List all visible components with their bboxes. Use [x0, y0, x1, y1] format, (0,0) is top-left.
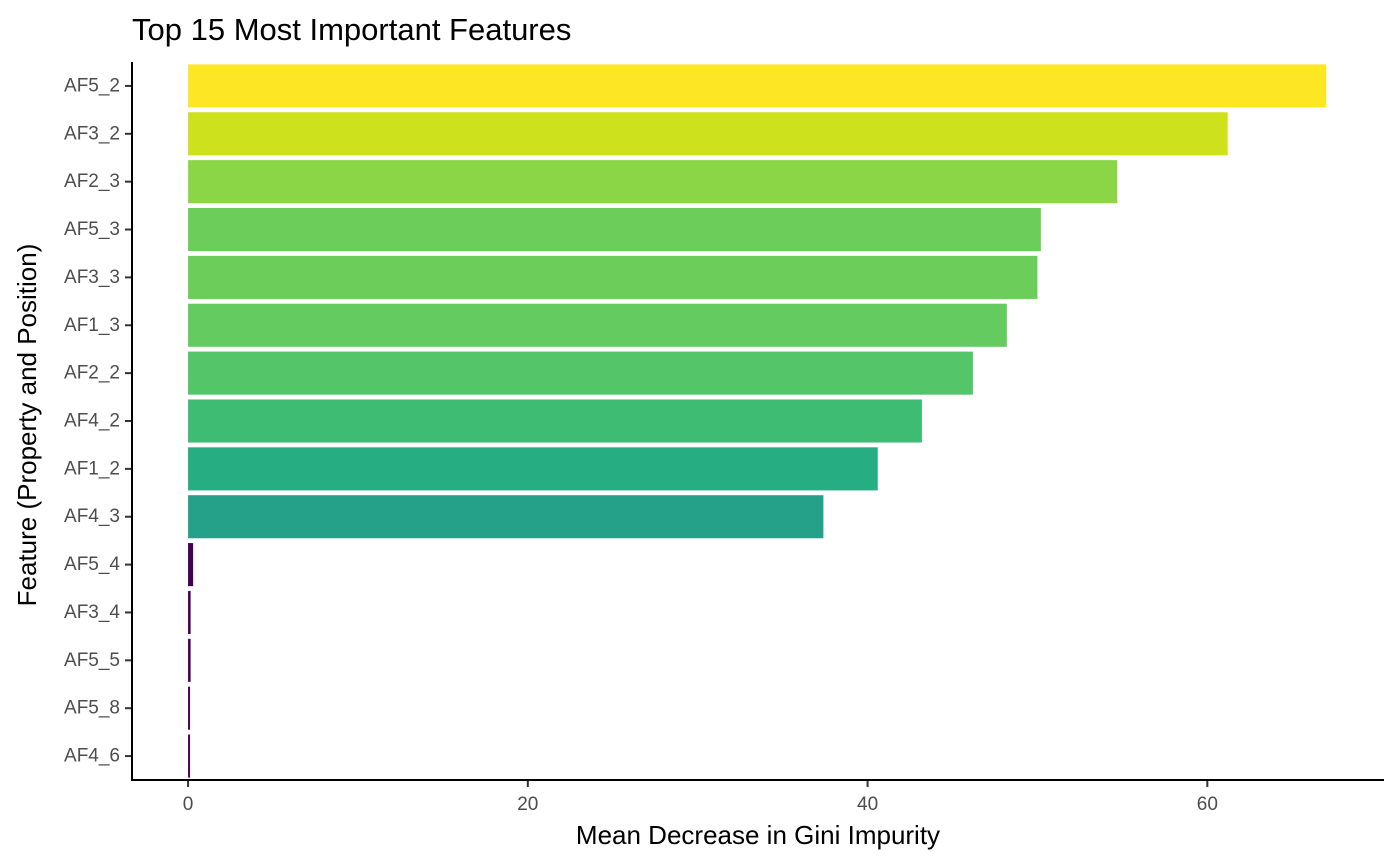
bar-af3-3: [188, 255, 1038, 299]
y-tick-label: AF3_4: [64, 602, 120, 623]
bar-af2-3: [188, 160, 1118, 204]
bar-af5-4: [188, 543, 194, 587]
bar-af1-2: [188, 447, 878, 491]
x-axis-title: Mean Decrease in Gini Impurity: [576, 820, 940, 850]
bar-af4-2: [188, 399, 922, 443]
bar-af4-3: [188, 495, 824, 539]
x-tick-label: 0: [183, 794, 194, 815]
y-axis-title: Feature (Property and Position): [12, 244, 42, 607]
y-tick-label: AF5_4: [64, 554, 120, 575]
bar-af5-5: [188, 638, 191, 682]
bar-af3-2: [188, 112, 1228, 156]
y-tick-label: AF2_3: [64, 171, 120, 192]
y-tick-label: AF5_8: [64, 698, 120, 719]
y-tick-label: AF4_3: [64, 506, 120, 527]
y-tick-label: AF5_3: [64, 219, 120, 240]
y-tick-label: AF4_2: [64, 411, 120, 432]
chart-title: Top 15 Most Important Features: [132, 12, 571, 47]
bar-af5-3: [188, 207, 1041, 252]
y-tick-label: AF4_6: [64, 746, 120, 767]
x-axis-ticks: 0 20 40 60: [183, 780, 1218, 815]
y-tick-label: AF5_2: [64, 75, 120, 96]
bar-af3-4: [188, 590, 191, 635]
bar-af1-3: [188, 303, 1007, 347]
y-tick-label: AF3_2: [64, 123, 120, 144]
x-tick-label: 60: [1197, 794, 1218, 815]
y-tick-label: AF5_5: [64, 650, 120, 671]
bar-af2-2: [188, 351, 973, 395]
x-tick-label: 40: [857, 794, 878, 815]
bar-af5-8: [188, 686, 191, 730]
bars-group: [188, 64, 1327, 778]
x-tick-label: 20: [517, 794, 538, 815]
y-tick-label: AF1_2: [64, 458, 120, 479]
y-tick-label: AF1_3: [64, 315, 120, 336]
y-axis-ticks: AF5_2 AF3_2 AF2_3 AF5_3 AF3_3 AF1_3 AF2_2 AF4_2…: [64, 75, 132, 767]
bar-af4-6: [188, 734, 191, 778]
y-tick-label: AF3_3: [64, 267, 120, 288]
y-tick-label: AF2_2: [64, 363, 120, 384]
bar-af5-2: [188, 64, 1327, 108]
